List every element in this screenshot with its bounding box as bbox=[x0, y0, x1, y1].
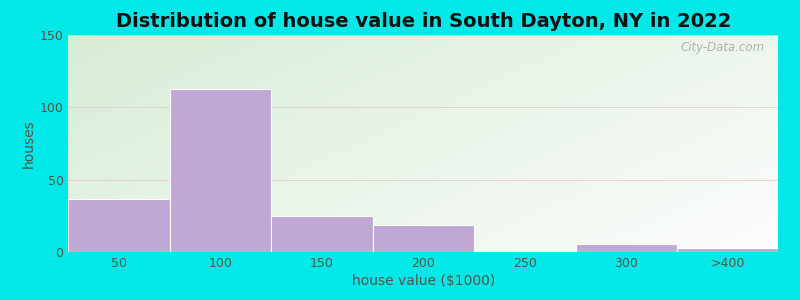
Y-axis label: houses: houses bbox=[22, 119, 35, 168]
Bar bbox=[677, 248, 778, 252]
X-axis label: house value ($1000): house value ($1000) bbox=[352, 274, 495, 288]
Text: City-Data.com: City-Data.com bbox=[680, 41, 764, 54]
Bar bbox=[373, 225, 474, 252]
Bar bbox=[271, 216, 373, 252]
Title: Distribution of house value in South Dayton, NY in 2022: Distribution of house value in South Day… bbox=[116, 12, 731, 31]
Bar bbox=[69, 199, 170, 252]
Bar bbox=[575, 244, 677, 252]
Bar bbox=[170, 88, 271, 252]
